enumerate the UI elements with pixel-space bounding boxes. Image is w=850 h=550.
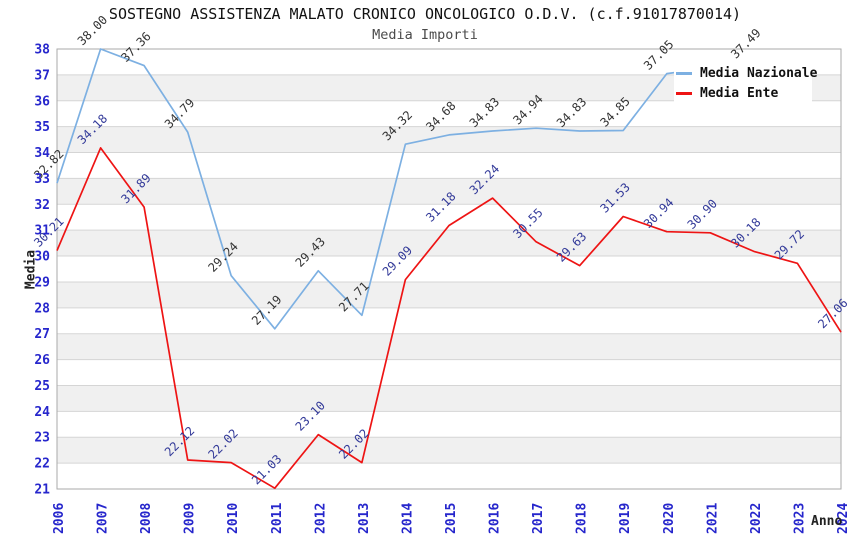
chart-title: SOSTEGNO ASSISTENZA MALATO CRONICO ONCOL… [108,5,742,23]
x-tick-label: 2023 [792,503,807,534]
plot-band [57,126,841,153]
x-tick-label: 2021 [705,503,720,534]
legend-label-media-nazionale: Media Nazionale [700,66,818,81]
x-tick-label: 2012 [313,503,328,534]
y-axis-title: Media [23,249,39,290]
legend-item-media-nazionale: Media Nazionale [676,66,817,81]
y-tick-label: 34 [34,146,50,161]
x-tick-label: 2015 [444,503,459,534]
x-tick-label: 2013 [357,503,372,534]
media-nazionale-line-marker [676,72,692,75]
x-tick-label: 2010 [226,503,241,534]
x-tick-label: 2024 [836,503,850,534]
y-tick-label: 25 [34,379,50,394]
y-tick-label: 22 [34,457,50,472]
y-tick-label: 27 [34,327,50,342]
y-tick-label: 31 [34,224,50,239]
plot-band [57,333,841,360]
x-axis-title: Anno [811,514,843,529]
point-label-media-nazionale: 37.05 [641,37,676,72]
x-tick-label: 2020 [662,503,677,534]
y-tick-label: 35 [34,120,50,135]
x-tick-label: 2008 [139,503,154,534]
x-tick-label: 2011 [270,503,285,534]
plot-border [56,48,842,490]
y-tick-label: 36 [34,94,50,109]
legend-item-media-ente: Media Ente [676,86,812,101]
plot-band [57,230,841,257]
y-tick-label: 23 [34,431,50,446]
y-tick-label: 28 [34,301,50,316]
plot-band [57,385,841,412]
y-tick-label: 24 [34,405,50,420]
x-tick-label: 2022 [749,503,764,534]
legend-label-media-ente: Media Ente [700,86,779,101]
y-tick-label: 29 [34,275,50,290]
legend: Media Nazionale Media Ente [674,60,817,107]
y-tick-label: 38 [34,43,50,58]
y-tick-label: 26 [34,353,50,368]
x-tick-label: 2016 [488,503,503,534]
y-tick-label: 32 [34,198,50,213]
plot-band [57,178,841,205]
y-tick-label: 37 [34,68,50,83]
y-tick-label: 30 [34,250,50,265]
x-tick-label: 2019 [618,503,633,534]
point-label-media-nazionale: 37.49 [728,26,763,61]
y-tick-label: 33 [34,172,50,187]
plot-band [57,281,841,308]
series-line-media-nazionale [56,48,755,330]
series-line-media-ente [56,147,842,490]
point-label-media-nazionale: 37.36 [118,29,153,64]
x-tick-label: 2018 [575,503,590,534]
chart-subtitle: Media Importi [372,27,478,43]
x-tick-label: 2006 [52,503,67,534]
point-label-media-nazionale: 38.00 [75,13,110,48]
y-tick-label: 21 [34,483,50,498]
x-tick-label: 2014 [400,503,415,534]
x-tick-label: 2007 [96,503,111,534]
media-ente-line-marker [676,92,692,95]
x-tick-label: 2009 [183,503,198,534]
x-tick-label: 2017 [531,503,546,534]
